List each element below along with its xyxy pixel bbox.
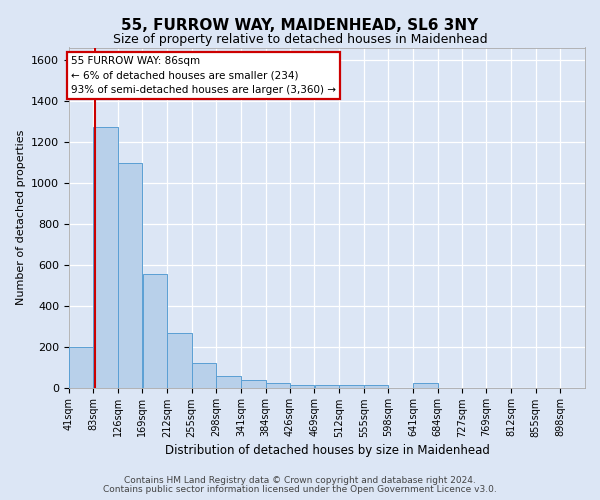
Bar <box>364 384 388 388</box>
Bar <box>241 380 266 388</box>
Text: 55 FURROW WAY: 86sqm
← 6% of detached houses are smaller (234)
93% of semi-detac: 55 FURROW WAY: 86sqm ← 6% of detached ho… <box>71 56 336 96</box>
Bar <box>413 383 437 388</box>
Bar <box>118 163 142 388</box>
Bar <box>143 274 167 388</box>
Text: 55, FURROW WAY, MAIDENHEAD, SL6 3NY: 55, FURROW WAY, MAIDENHEAD, SL6 3NY <box>121 18 479 32</box>
Text: Contains HM Land Registry data © Crown copyright and database right 2024.: Contains HM Land Registry data © Crown c… <box>124 476 476 485</box>
Text: Contains public sector information licensed under the Open Government Licence v3: Contains public sector information licen… <box>103 485 497 494</box>
Bar <box>217 376 241 388</box>
Bar <box>192 363 216 388</box>
Bar <box>266 383 290 388</box>
X-axis label: Distribution of detached houses by size in Maidenhead: Distribution of detached houses by size … <box>164 444 490 456</box>
Bar <box>290 384 314 388</box>
Bar <box>314 384 339 388</box>
Bar <box>167 333 191 388</box>
Bar <box>69 347 93 388</box>
Y-axis label: Number of detached properties: Number of detached properties <box>16 130 26 305</box>
Text: Size of property relative to detached houses in Maidenhead: Size of property relative to detached ho… <box>113 32 487 46</box>
Bar <box>93 127 118 388</box>
Bar <box>339 384 364 388</box>
